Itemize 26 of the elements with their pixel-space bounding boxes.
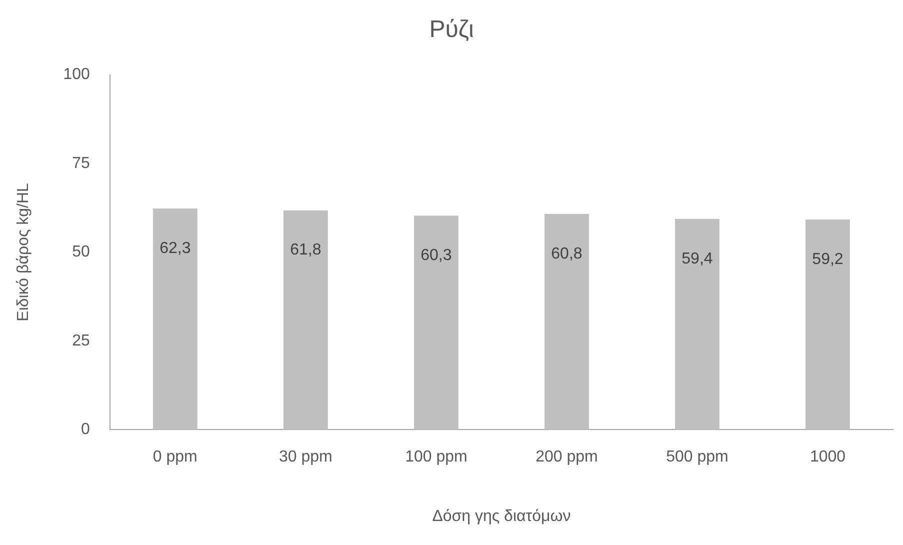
data-label: 60,3 [420,247,452,264]
y-tick-label: 50 [72,244,90,261]
bar [414,216,458,430]
x-tick-label: 0 ppm [152,448,198,466]
x-axis-title: Δόση γης διατόμων [432,508,571,525]
bar [675,218,720,430]
bar [806,220,850,430]
x-tick-label: 100 ppm [405,448,468,466]
data-label: 59,2 [812,250,844,268]
x-tick-label: 500 ppm [666,448,728,466]
data-label: 60,8 [551,245,582,262]
y-tick-label: 75 [72,154,90,172]
y-tick-label: 0 [80,421,90,438]
chart-title: Ρύζι [429,16,474,44]
x-tick-label: 30 ppm [278,448,332,466]
bar [544,214,589,430]
bar [283,210,328,430]
x-tick-label: 1000 [810,448,846,466]
data-label: 61,8 [290,242,322,259]
data-label: 62,3 [160,240,191,257]
data-label: 59,4 [682,250,713,268]
x-tick-label: 200 ppm [536,448,598,466]
y-tick-label: 100 [63,66,90,84]
y-axis-title: Ειδικό βάρος kg/HL [15,182,32,322]
bar [152,208,198,430]
y-tick-label: 25 [72,332,90,350]
